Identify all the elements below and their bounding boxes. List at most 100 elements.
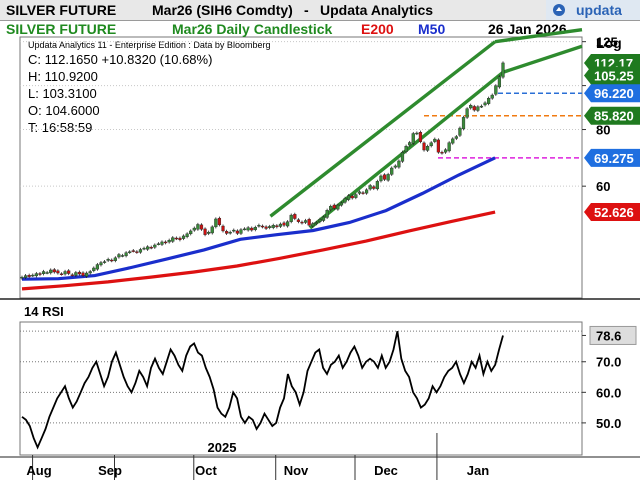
vendor-name: Updata Analytics	[320, 2, 434, 18]
candle	[451, 137, 455, 145]
candle	[303, 218, 308, 225]
candle	[38, 271, 42, 277]
candle-body	[332, 204, 336, 209]
candle-body	[483, 102, 487, 106]
month-label: Dec	[374, 463, 398, 478]
candle	[95, 262, 99, 271]
candle-body	[199, 224, 204, 230]
candle-body	[88, 271, 92, 274]
candle	[332, 203, 336, 210]
candle-body	[221, 225, 225, 232]
candle-body	[372, 186, 376, 189]
candle-body	[433, 138, 437, 142]
candle-body	[264, 226, 268, 229]
price-tick-label: 125	[596, 35, 618, 50]
rsi-panel	[0, 321, 640, 458]
candle	[192, 226, 196, 232]
candle-body	[214, 218, 218, 228]
candle	[149, 245, 153, 250]
candle-body	[408, 142, 412, 146]
channel-upper-ext	[494, 27, 583, 44]
candle	[210, 225, 214, 235]
candle	[382, 173, 387, 181]
legend-entry: SILVER FUTURE	[6, 21, 116, 37]
candle-body	[411, 133, 415, 144]
candle	[483, 101, 487, 107]
year-label: 2025	[208, 440, 237, 455]
candle	[214, 217, 218, 229]
candle	[77, 270, 82, 276]
price-tag-shape	[584, 84, 640, 103]
candle-body	[393, 165, 397, 168]
candle	[300, 220, 304, 225]
candle	[174, 236, 178, 241]
candle	[296, 218, 300, 224]
candle-body	[286, 221, 290, 227]
candle-body	[404, 146, 408, 153]
candle-body	[31, 274, 35, 277]
price-tag: 96.220	[584, 84, 640, 103]
candle	[447, 141, 451, 153]
candle-body	[461, 117, 466, 130]
rsi-tick-label: 60.0	[596, 385, 621, 400]
candle-body	[174, 237, 178, 240]
candle-body	[443, 149, 448, 153]
month-label: Oct	[195, 463, 217, 478]
candle	[275, 224, 279, 229]
candle-body	[426, 146, 430, 151]
candle	[325, 208, 329, 219]
candle	[501, 61, 505, 79]
candle	[278, 222, 283, 229]
candle-body	[77, 271, 82, 275]
candle-body	[347, 195, 351, 200]
candle-body	[203, 228, 207, 235]
price-tag-label: 52.626	[594, 205, 634, 220]
candle-body	[45, 272, 49, 274]
candle-body	[95, 264, 99, 270]
rsi-tick-label: 70.0	[596, 355, 621, 370]
candle-body	[293, 214, 297, 219]
candle	[70, 273, 74, 277]
price-tag-shape	[584, 202, 640, 221]
candle	[221, 224, 225, 233]
legend-entry: Mar26 Daily Candlestick	[172, 21, 333, 37]
candle	[106, 257, 110, 263]
candle	[461, 115, 466, 131]
title-separator: -	[304, 2, 309, 18]
rsi-frame	[19, 321, 583, 456]
candle-body	[253, 227, 257, 230]
candle-body	[163, 241, 168, 244]
candle	[318, 217, 322, 224]
price-candles	[20, 61, 505, 280]
candle	[372, 185, 376, 191]
candle-body	[303, 220, 308, 223]
price-tag-shape	[584, 148, 640, 167]
candle-body	[400, 152, 405, 162]
candle	[357, 190, 362, 195]
candle-body	[357, 191, 362, 194]
candle	[246, 226, 250, 232]
candle	[207, 230, 211, 236]
candle-body	[318, 219, 322, 222]
candle-body	[131, 250, 135, 252]
candle	[146, 245, 150, 251]
contract-name: Mar26 (SIH6 Comdty)	[152, 2, 293, 18]
candle-body	[128, 251, 132, 253]
candle-body	[375, 181, 379, 190]
candle	[343, 196, 347, 204]
candle	[160, 240, 164, 247]
candle-body	[70, 274, 74, 276]
candle-body	[490, 94, 494, 99]
candle	[271, 223, 275, 230]
candle	[88, 269, 92, 275]
candle-body	[207, 231, 211, 234]
candle-body	[418, 132, 423, 142]
price-tag: 69.275	[584, 148, 640, 167]
rsi-axis: 70.0 60.0 50.0 78.6	[582, 325, 637, 431]
candle-body	[361, 192, 365, 194]
candle-body	[110, 259, 114, 262]
candle	[138, 247, 143, 254]
legend-entry: E200	[361, 21, 394, 37]
candle-body	[397, 160, 401, 168]
